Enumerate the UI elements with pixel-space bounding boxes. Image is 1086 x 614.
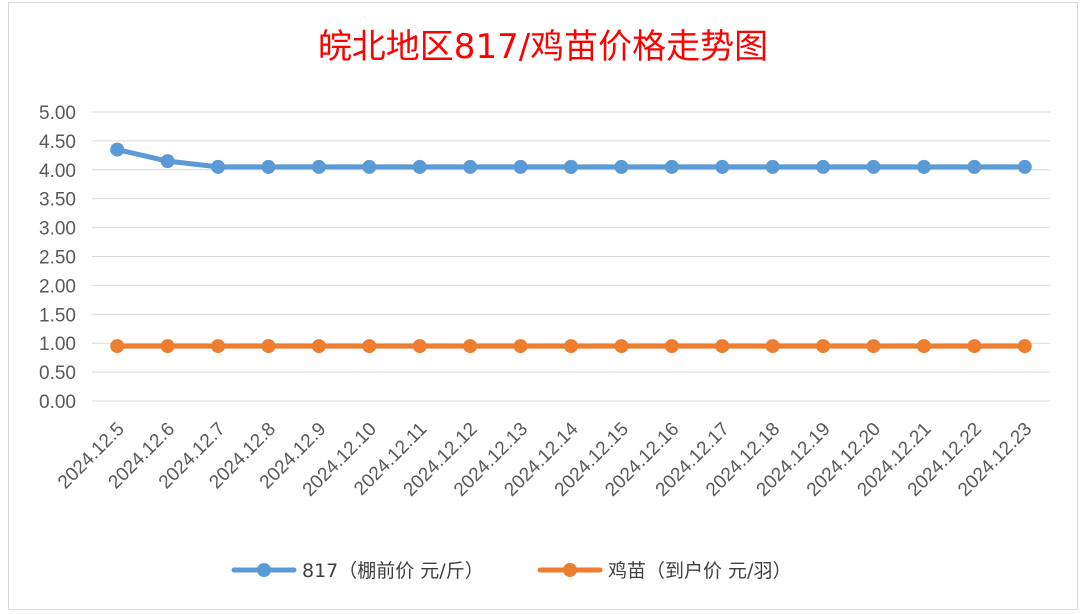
data-point <box>463 159 478 174</box>
legend-label: 817（棚前价 元/斤） <box>302 560 484 582</box>
gridlines <box>92 111 1050 402</box>
data-point <box>160 339 175 354</box>
y-tick-label: 2.50 <box>39 248 76 269</box>
legend-swatch-marker <box>257 563 271 577</box>
data-point <box>160 154 175 169</box>
y-axis-ticks: 0.00 0.50 1.00 1.50 2.00 2.50 3.00 3.50 4.00 4.50… <box>39 103 76 413</box>
legend: 817（棚前价 元/斤） 鸡苗（到户价 元/羽） <box>231 560 791 582</box>
y-tick-label: 4.00 <box>39 161 76 182</box>
data-point <box>664 159 679 174</box>
data-point <box>463 339 478 354</box>
chart-title: 皖北地区817/鸡苗价格走势图 <box>318 27 768 67</box>
data-point <box>513 159 528 174</box>
data-point <box>816 159 831 174</box>
data-point <box>564 159 578 174</box>
data-point <box>967 339 982 354</box>
y-tick-label: 3.50 <box>39 190 76 211</box>
y-tick-label: 2.00 <box>39 276 76 297</box>
data-point <box>866 159 881 174</box>
data-point <box>614 159 629 174</box>
data-point <box>362 159 377 174</box>
data-point <box>916 159 931 174</box>
data-point <box>967 159 982 174</box>
y-tick-label: 5.00 <box>39 103 76 124</box>
data-point <box>564 339 578 354</box>
data-point <box>614 339 629 354</box>
y-tick-label: 1.00 <box>39 334 76 355</box>
data-point <box>412 159 427 174</box>
data-point <box>513 339 528 354</box>
legend-item: 817（棚前价 元/斤） <box>231 560 484 582</box>
series-2 <box>110 339 1032 354</box>
y-tick-label: 4.50 <box>39 132 76 153</box>
series-group <box>110 142 1032 354</box>
data-point <box>816 339 831 354</box>
data-point <box>311 339 326 354</box>
legend-label: 鸡苗（到户价 元/羽） <box>608 560 791 582</box>
data-point <box>715 339 730 354</box>
data-point <box>261 159 276 174</box>
data-point <box>261 339 276 354</box>
data-point <box>311 159 326 174</box>
legend-swatch-marker <box>563 563 577 577</box>
y-tick-label: 1.50 <box>39 305 76 326</box>
data-point <box>211 159 226 174</box>
data-point <box>916 339 931 354</box>
data-point <box>664 339 679 354</box>
data-point <box>1017 159 1032 174</box>
x-axis-ticks: 2024.12.52024.12.62024.12.72024.12.82024… <box>54 418 1036 500</box>
legend-item: 鸡苗（到户价 元/羽） <box>537 560 791 582</box>
data-point <box>110 142 125 157</box>
data-point <box>765 159 780 174</box>
series-1 <box>110 142 1032 174</box>
data-point <box>412 339 427 354</box>
data-point <box>110 339 125 354</box>
data-point <box>765 339 780 354</box>
data-point <box>211 339 226 354</box>
y-tick-label: 3.00 <box>39 219 76 240</box>
chart-frame <box>8 2 1078 610</box>
data-point <box>362 339 377 354</box>
y-tick-label: 0.00 <box>39 392 76 413</box>
y-tick-label: 0.50 <box>39 363 76 384</box>
data-point <box>715 159 730 174</box>
data-point <box>866 339 881 354</box>
data-point <box>1017 339 1032 354</box>
